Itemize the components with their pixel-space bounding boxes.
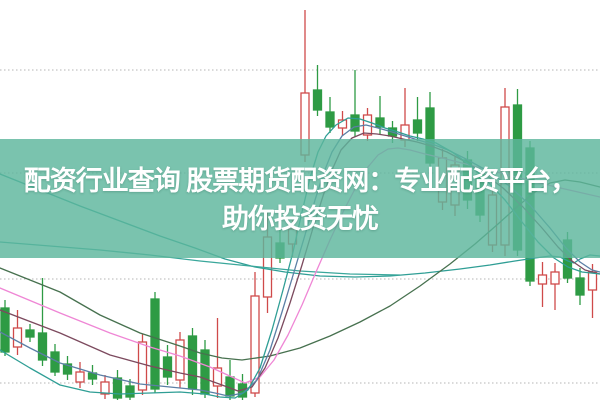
banner-title-line2: 助你投资无忧 [222, 204, 379, 234]
banner-title-line1: 配资行业查询 股票期货配资网：专业配资平台， [23, 166, 578, 196]
promo-banner: 配资行业查询 股票期货配资网：专业配资平台， 助你投资无忧 [0, 139, 600, 258]
